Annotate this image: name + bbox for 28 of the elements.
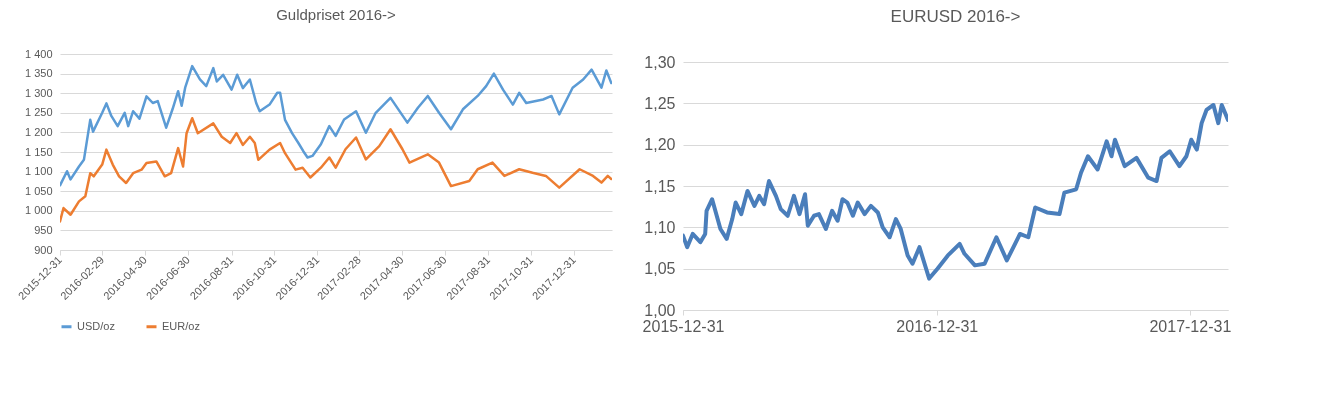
y-tick-label: 1,10 bbox=[644, 218, 676, 236]
y-tick-label: 1 300 bbox=[24, 86, 53, 99]
chart-title: EURUSD 2016-> bbox=[890, 7, 1021, 26]
y-tick-label: 1 150 bbox=[24, 145, 53, 158]
y-tick-label: 1,30 bbox=[644, 53, 676, 71]
y-tick-label: 1 000 bbox=[24, 204, 53, 217]
legend-label: USD/oz bbox=[77, 319, 115, 332]
y-tick-label: 1 350 bbox=[24, 67, 53, 80]
y-tick-label: 950 bbox=[34, 223, 53, 236]
y-tick-label: 1 250 bbox=[24, 106, 53, 119]
y-tick-label: 1 100 bbox=[24, 165, 53, 178]
x-tick-label: 2016-12-31 bbox=[896, 317, 979, 335]
legend-label: EUR/oz bbox=[162, 319, 200, 332]
line-series bbox=[683, 102, 1228, 281]
x-tick-label: 2015-12-31 bbox=[642, 317, 725, 335]
x-tick-label: 2017-12-31 bbox=[1149, 317, 1232, 335]
y-tick-label: 900 bbox=[34, 243, 53, 256]
y-tick-label: 1 400 bbox=[24, 47, 53, 60]
y-tick-label: 1,20 bbox=[644, 136, 676, 154]
y-tick-label: 1 050 bbox=[24, 184, 53, 197]
y-tick-label: 1 200 bbox=[24, 125, 53, 138]
y-tick-label: 1,00 bbox=[644, 301, 676, 319]
chart-title: Guldpriset 2016-> bbox=[276, 6, 397, 23]
y-tick-label: 1,25 bbox=[644, 94, 676, 112]
y-tick-label: 1,05 bbox=[644, 260, 676, 278]
line-series bbox=[60, 117, 612, 223]
line-series bbox=[60, 64, 612, 187]
y-tick-label: 1,15 bbox=[644, 177, 676, 195]
